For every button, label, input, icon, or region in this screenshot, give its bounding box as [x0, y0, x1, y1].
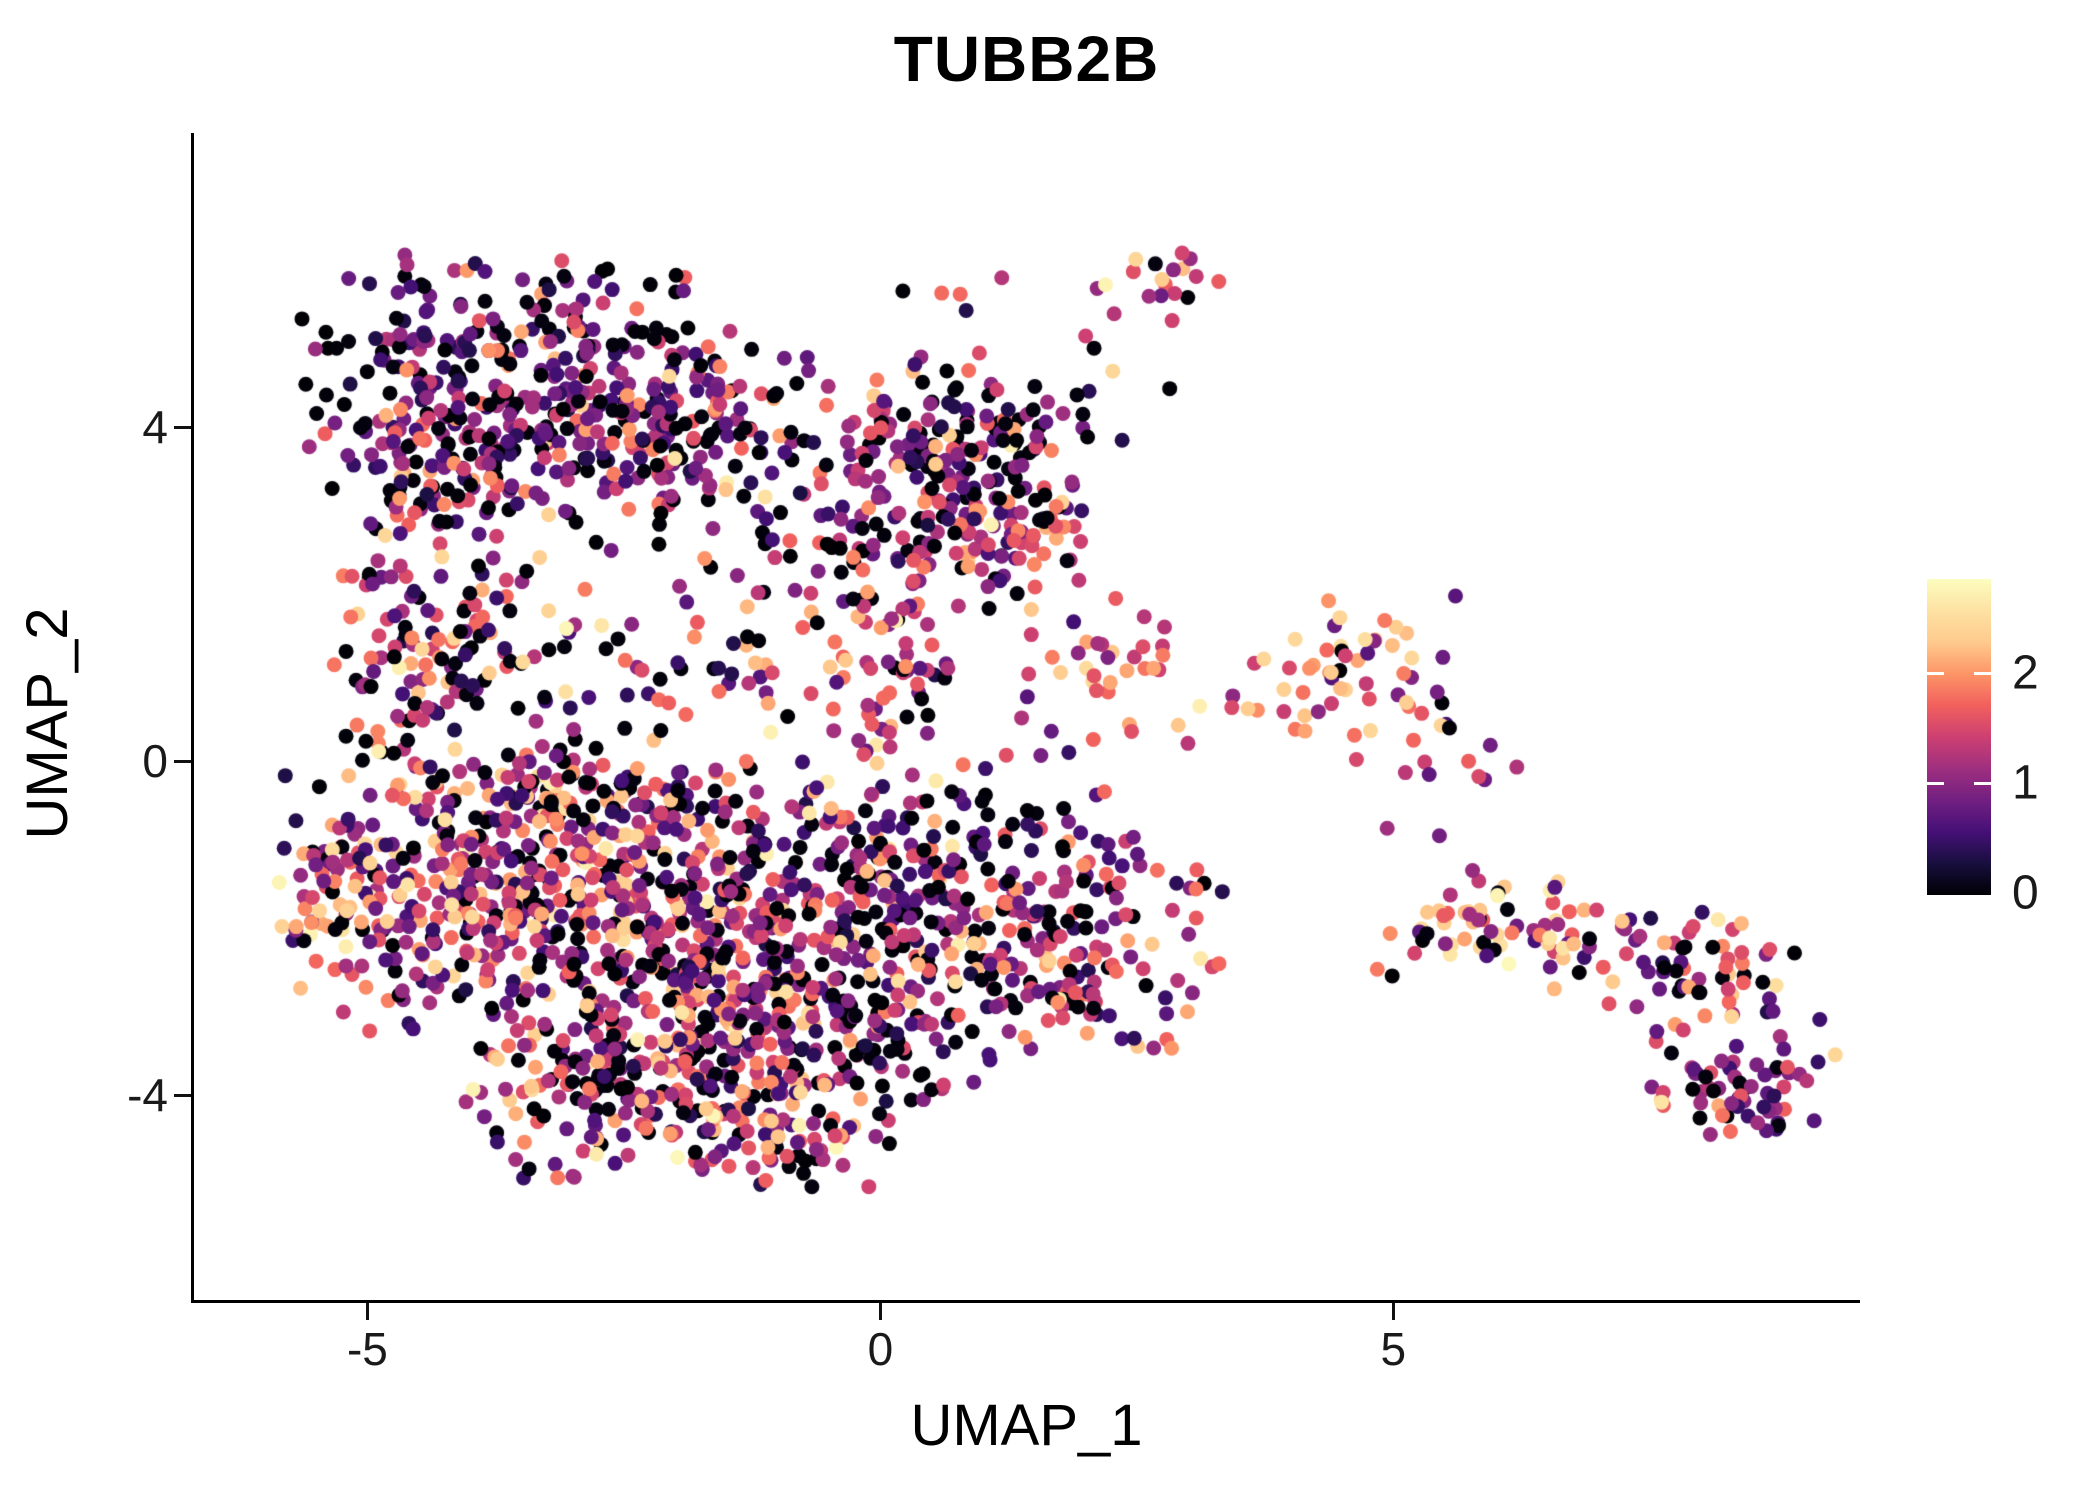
colorbar-tick-right-1 [1974, 781, 1991, 785]
x-tick-label-0: 0 [867, 1323, 894, 1375]
y-tick-label-4: 4 [142, 401, 168, 454]
expression-colorbar [1927, 579, 1991, 895]
y-tick-label--4: -4 [127, 1069, 168, 1122]
y-tick-mark-4 [174, 425, 191, 429]
x-tick-label--5: -5 [346, 1323, 388, 1375]
colorbar-tick-right-2 [1974, 671, 1991, 675]
x-tick-mark--5 [365, 1303, 369, 1320]
y-tick-mark--4 [174, 1093, 191, 1097]
colorbar-tick-left-2 [1927, 671, 1944, 675]
colorbar-tick-left-1 [1927, 781, 1944, 785]
colorbar-label-0: 0 [2012, 866, 2039, 920]
colorbar-label-2: 2 [2012, 646, 2039, 700]
x-tick-label-5: 5 [1380, 1323, 1407, 1375]
x-tick-mark-0 [878, 1303, 882, 1320]
y-axis-line [191, 133, 194, 1303]
plot-title: TUBB2B [893, 23, 1160, 95]
y-tick-label-0: 0 [142, 735, 168, 788]
y-tick-mark-0 [174, 759, 191, 763]
colorbar-label-1: 1 [2012, 756, 2039, 810]
x-axis-line [191, 1300, 1860, 1303]
x-axis-title: UMAP_1 [910, 1393, 1143, 1458]
x-tick-mark-5 [1391, 1303, 1395, 1320]
y-axis-title: UMAP_2 [15, 607, 80, 840]
